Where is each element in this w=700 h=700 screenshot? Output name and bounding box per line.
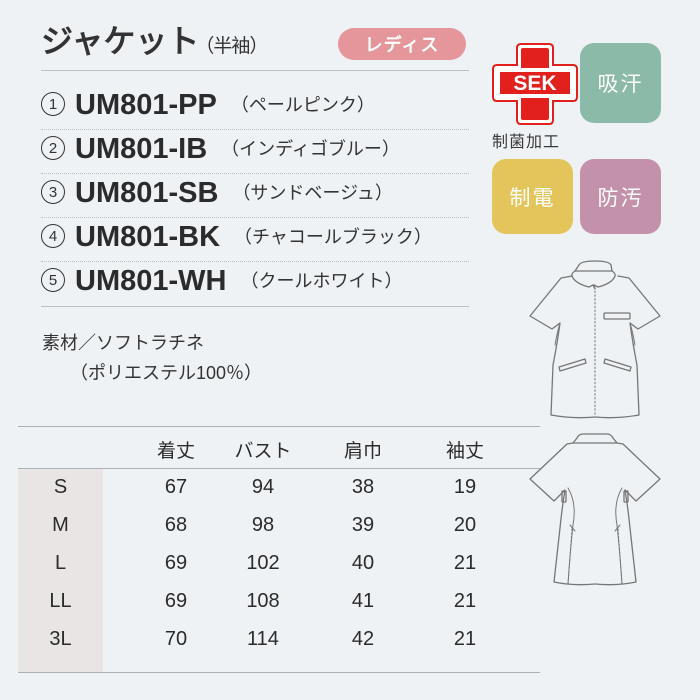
svg-text:SEK: SEK xyxy=(513,72,556,95)
